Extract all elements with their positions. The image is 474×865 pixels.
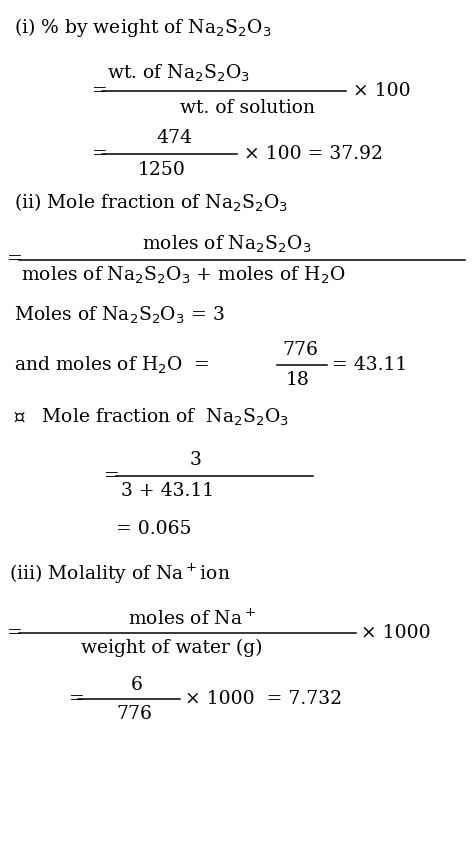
Text: =: = xyxy=(104,467,120,484)
Text: 776: 776 xyxy=(282,342,318,359)
Text: and moles of H$_2$O  =: and moles of H$_2$O = xyxy=(14,355,210,375)
Text: 3 + 43.11: 3 + 43.11 xyxy=(121,483,214,500)
Text: 6: 6 xyxy=(130,676,142,694)
Text: 18: 18 xyxy=(285,371,309,388)
Text: ∴   Mole fraction of  Na$_2$S$_2$O$_3$: ∴ Mole fraction of Na$_2$S$_2$O$_3$ xyxy=(14,407,290,427)
Text: = 43.11: = 43.11 xyxy=(332,356,407,374)
Text: weight of water (g): weight of water (g) xyxy=(81,638,262,657)
Text: =: = xyxy=(92,145,108,163)
Text: = 0.065: = 0.065 xyxy=(116,521,191,538)
Text: moles of Na$_2$S$_2$O$_3$: moles of Na$_2$S$_2$O$_3$ xyxy=(142,234,311,254)
Text: =: = xyxy=(92,82,108,99)
Text: × 100: × 100 xyxy=(353,82,411,99)
Text: wt. of solution: wt. of solution xyxy=(180,99,315,117)
Text: wt. of Na$_2$S$_2$O$_3$: wt. of Na$_2$S$_2$O$_3$ xyxy=(107,63,250,84)
Text: 3: 3 xyxy=(190,452,201,469)
Text: moles of Na$^+$: moles of Na$^+$ xyxy=(128,608,256,629)
Text: 1250: 1250 xyxy=(137,161,185,178)
Text: (iii) Molality of Na$^+$ion: (iii) Molality of Na$^+$ion xyxy=(9,562,231,586)
Text: Moles of Na$_2$S$_2$O$_3$ = 3: Moles of Na$_2$S$_2$O$_3$ = 3 xyxy=(14,304,225,325)
Text: × 1000  = 7.732: × 1000 = 7.732 xyxy=(185,690,342,708)
Text: =: = xyxy=(69,690,84,708)
Text: (i) % by weight of Na$_2$S$_2$O$_3$: (i) % by weight of Na$_2$S$_2$O$_3$ xyxy=(14,16,272,39)
Text: =: = xyxy=(7,251,23,268)
Text: =: = xyxy=(7,625,23,642)
Text: × 100 = 37.92: × 100 = 37.92 xyxy=(244,145,383,163)
Text: (ii) Mole fraction of Na$_2$S$_2$O$_3$: (ii) Mole fraction of Na$_2$S$_2$O$_3$ xyxy=(14,191,288,214)
Text: moles of Na$_2$S$_2$O$_3$ + moles of H$_2$O: moles of Na$_2$S$_2$O$_3$ + moles of H$_… xyxy=(21,265,346,285)
Text: × 1000: × 1000 xyxy=(361,625,431,642)
Text: 776: 776 xyxy=(116,705,152,722)
Text: 474: 474 xyxy=(156,130,192,147)
